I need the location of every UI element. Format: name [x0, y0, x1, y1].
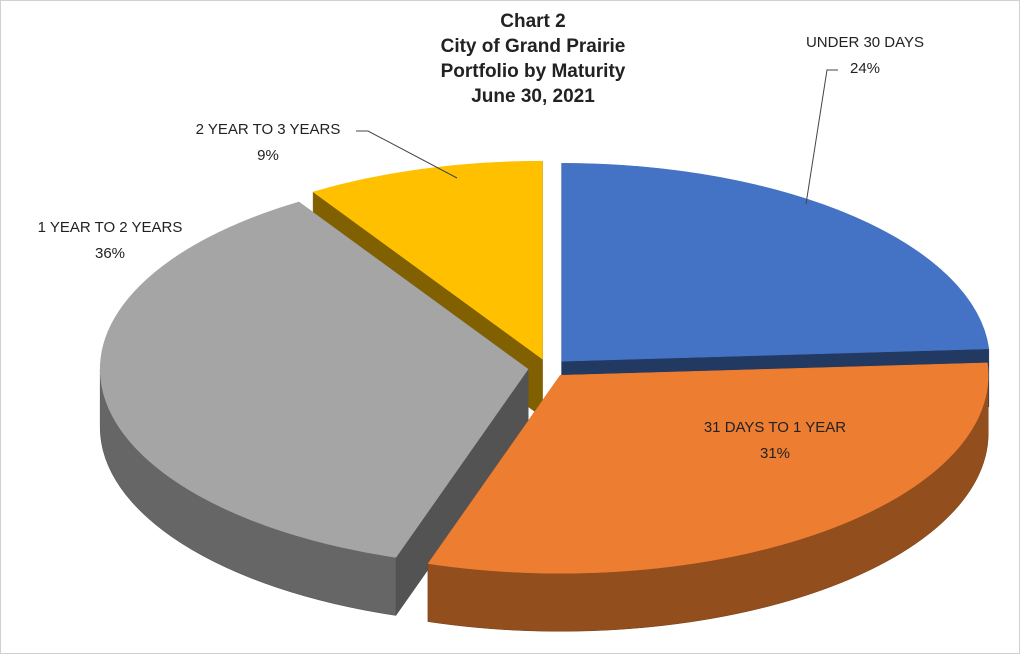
- slice-value-label: 24%: [850, 60, 880, 77]
- slice-label: UNDER 30 DAYS: [806, 34, 924, 51]
- slice: [312, 160, 543, 360]
- slice-label: 2 YEAR TO 3 YEARS: [196, 121, 341, 138]
- slice: [427, 362, 989, 574]
- slice-value-label: 9%: [257, 147, 279, 164]
- slice-label: 1 YEAR TO 2 YEARS: [38, 219, 183, 236]
- title: Chart 2 City of Grand Prairie Portfolio by…: [441, 11, 626, 107]
- chart-title: Chart 2: [500, 11, 565, 32]
- slice-label: 31 DAYS TO 1 YEAR: [704, 419, 846, 436]
- chart-title: Portfolio by Maturity: [441, 61, 626, 82]
- labels: UNDER 30 DAYS 24% 31 DAYS TO 1 YEAR 31% 1 YE…: [38, 34, 924, 462]
- leader-line: [805, 69, 838, 205]
- slice-value-label: 36%: [95, 245, 125, 262]
- chart-title: City of Grand Prairie: [441, 36, 626, 57]
- leader-line: [356, 130, 458, 179]
- slice-value-label: 31%: [760, 445, 790, 462]
- pie: [99, 160, 990, 632]
- slice: [561, 163, 990, 362]
- slice: [99, 201, 529, 558]
- chart-title: June 30, 2021: [471, 86, 595, 107]
